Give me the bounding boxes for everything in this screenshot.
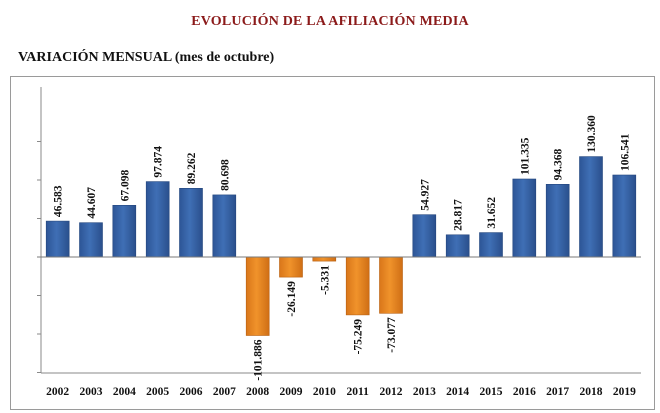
- data-label-2007: 80.698: [219, 159, 231, 191]
- bar-2003: [79, 222, 103, 258]
- data-label-2010: -5.331: [319, 265, 331, 295]
- bar-chart: 46.583 2002 44.607 2003 67.098 2004 97.874 2005…: [37, 87, 641, 398]
- bar-2010: [312, 256, 337, 262]
- data-label-2008: -101.886: [253, 339, 265, 380]
- data-label-2018: 130.360: [586, 115, 598, 153]
- chart-area: 46.583 2002 44.607 2003 67.098 2004 97.874 2005…: [10, 76, 655, 410]
- x-tick-label: 2004: [113, 386, 136, 398]
- bar-2012: [379, 256, 403, 314]
- data-label-2017: 94.368: [553, 148, 565, 180]
- data-label-2002: 46.583: [53, 185, 65, 217]
- x-tick-label: 2010: [313, 386, 336, 398]
- chart-title: EVOLUCIÓN DE LA AFILIACIÓN MEDIA: [191, 14, 469, 29]
- data-label-2005: 97.874: [153, 146, 165, 178]
- x-tick-label: 2014: [446, 386, 469, 398]
- x-tick-label: 2015: [480, 386, 503, 398]
- bar-2013: [412, 214, 437, 258]
- x-tick-label: 2017: [546, 386, 569, 398]
- x-tick-label: 2003: [80, 386, 103, 398]
- bar-2015: [479, 232, 503, 258]
- chart-subtitle: VARIACIÓN MENSUAL (mes de octubre): [18, 50, 275, 65]
- bar-2019: [612, 174, 637, 258]
- bar-2004: [112, 205, 137, 258]
- bar-2002: [45, 220, 70, 258]
- x-tick-label: 2006: [180, 386, 203, 398]
- x-tick-label: 2013: [413, 386, 436, 398]
- x-tick-label: 2016: [513, 386, 536, 398]
- bar-2011: [345, 256, 370, 316]
- data-label-2015: 31.652: [486, 197, 498, 229]
- x-tick-label: 2012: [380, 386, 403, 398]
- data-label-2006: 89.262: [186, 152, 198, 184]
- data-label-2011: -75.249: [353, 319, 365, 355]
- bar-2009: [279, 256, 303, 278]
- data-label-2004: 67.098: [119, 169, 131, 201]
- bar-2007: [212, 194, 237, 258]
- data-label-2013: 54.927: [419, 179, 431, 211]
- data-label-2009: -26.149: [286, 281, 298, 317]
- bar-2005: [145, 181, 170, 258]
- data-label-2019: 106.541: [619, 133, 631, 171]
- bar-2018: [579, 156, 603, 258]
- data-label-2016: 101.335: [519, 137, 531, 175]
- data-label-2012: -73.077: [386, 317, 398, 353]
- x-tick-label: 2009: [280, 386, 303, 398]
- x-tick-label: 2019: [613, 386, 636, 398]
- x-tick-label: 2018: [580, 386, 603, 398]
- bar-2008: [245, 256, 270, 336]
- x-tick-label: 2005: [146, 386, 169, 398]
- bar-2017: [545, 184, 570, 258]
- x-tick-label: 2007: [213, 386, 236, 398]
- x-tick-label: 2011: [346, 386, 369, 398]
- data-label-2003: 44.607: [86, 187, 98, 219]
- x-tick-label: 2008: [246, 386, 269, 398]
- data-label-2014: 28.817: [453, 199, 465, 231]
- bar-2014: [445, 234, 470, 258]
- bar-2016: [512, 178, 537, 258]
- x-tick-label: 2002: [46, 386, 69, 398]
- bar-2006: [179, 188, 203, 258]
